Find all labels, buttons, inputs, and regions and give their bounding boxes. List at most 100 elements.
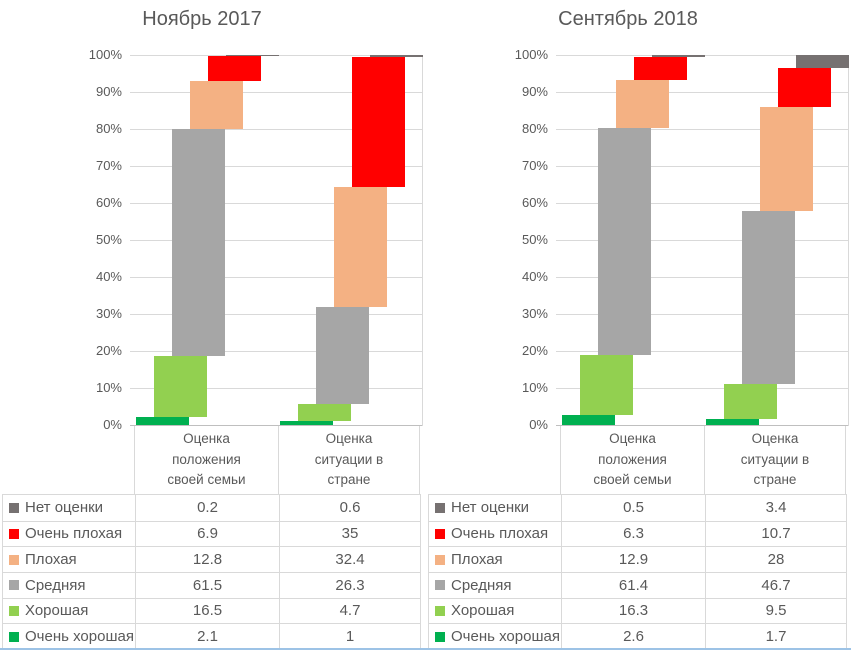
y-axis-tick-label: 30% xyxy=(521,306,548,321)
gridline xyxy=(556,92,848,93)
legend-swatch-icon xyxy=(9,554,19,565)
table-row: Очень плохая 6.3 10.7 xyxy=(429,520,846,547)
legend-cell: Плохая xyxy=(429,547,561,572)
bar-segment xyxy=(778,67,831,108)
legend-label: Очень плохая xyxy=(25,525,123,543)
plot-area: 0% 10% 20% 30% 40% 50% 60% 70% 80% 90% 100% Оценка … xyxy=(426,0,851,651)
chart-title: Ноябрь 2017 xyxy=(142,8,262,30)
legend-swatch-icon xyxy=(9,528,19,539)
value-cell: 16.5 xyxy=(135,598,279,624)
bar-segment xyxy=(652,55,705,57)
legend-swatch-icon xyxy=(435,528,445,539)
value-cell: 61.4 xyxy=(561,572,705,598)
bar-segment xyxy=(136,417,189,425)
bar-segment xyxy=(562,415,615,425)
legend-swatch-icon xyxy=(435,631,445,642)
legend-cell: Очень хорошая xyxy=(3,624,135,649)
legend-label: Средняя xyxy=(25,576,86,594)
gridline xyxy=(130,388,422,389)
y-axis-tick-label: 90% xyxy=(521,84,548,99)
y-axis-tick-label: 50% xyxy=(521,232,548,247)
category-label-text: Оценка положения своей семьи xyxy=(593,430,672,488)
data-table: Нет оценки 0.5 3.4 Очень плохая 6.3 10.7 Плоха… xyxy=(428,494,847,650)
legend-cell: Хорошая xyxy=(3,599,135,624)
y-axis-tick-label: 70% xyxy=(521,158,548,173)
legend-cell: Очень плохая xyxy=(429,522,561,547)
legend-label: Нет оценки xyxy=(451,499,530,517)
bar-segment xyxy=(634,56,687,81)
legend-cell: Средняя xyxy=(429,573,561,598)
y-axis-tick-label: 0% xyxy=(103,417,122,432)
bar-segment xyxy=(298,403,351,422)
bar-segment xyxy=(598,127,651,356)
plot-right-border xyxy=(422,55,423,426)
y-axis-tick-label: 50% xyxy=(95,232,122,247)
bar-segment xyxy=(706,418,759,425)
value-cell: 2.1 xyxy=(135,624,279,649)
bar-segment xyxy=(226,55,279,56)
y-axis-tick-label: 60% xyxy=(521,195,548,210)
table-row: Нет оценки 0.5 3.4 xyxy=(429,495,846,521)
value-cell: 1 xyxy=(279,624,420,649)
bottom-divider xyxy=(0,648,851,650)
legend-cell: Очень плохая xyxy=(3,522,135,547)
gridline xyxy=(556,166,848,167)
value-cell: 12.9 xyxy=(561,547,705,572)
bar-segment xyxy=(724,383,777,419)
gridline xyxy=(556,203,848,204)
value-cell: 10.7 xyxy=(705,521,846,547)
value-cell: 4.7 xyxy=(279,598,420,624)
bar-segment xyxy=(208,55,261,82)
table-row: Очень плохая 6.9 35 xyxy=(3,520,420,547)
legend-label: Очень хорошая xyxy=(25,628,134,646)
plot-right-border xyxy=(848,55,849,426)
bar-segment xyxy=(190,81,243,129)
plot-area: 0% 10% 20% 30% 40% 50% 60% 70% 80% 90% 100% Оценка … xyxy=(0,0,425,651)
value-cell: 32.4 xyxy=(279,547,420,572)
legend-label: Плохая xyxy=(451,551,503,569)
legend-label: Средняя xyxy=(451,576,512,594)
legend-cell: Очень хорошая xyxy=(429,624,561,649)
legend-swatch-icon xyxy=(9,580,19,591)
chart-panel-september-2018: Сентябрь 2018 0% 10% 20% 30% 40% 50% 60% 70% 80%… xyxy=(426,0,851,651)
y-axis-tick-label: 100% xyxy=(88,47,122,62)
bar-segment xyxy=(172,128,225,357)
value-cell: 9.5 xyxy=(705,598,846,624)
gridline xyxy=(130,240,422,241)
y-axis-tick-label: 100% xyxy=(514,47,548,62)
table-row: Хорошая 16.3 9.5 xyxy=(429,597,846,624)
value-cell: 6.3 xyxy=(561,521,705,547)
legend-cell: Нет оценки xyxy=(429,495,561,521)
bar-segment xyxy=(742,210,795,384)
table-row: Очень хорошая 2.1 1 xyxy=(3,623,420,649)
table-row: Средняя 61.4 46.7 xyxy=(429,571,846,598)
legend-label: Нет оценки xyxy=(25,499,104,517)
y-axis-tick-label: 10% xyxy=(521,380,548,395)
chart-panel-november-2017: Ноябрь 2017 0% 10% 20% 30% 40% 50% 60% 70% 80% 90… xyxy=(0,0,425,651)
value-cell: 0.2 xyxy=(135,495,279,521)
bar-segment xyxy=(580,355,633,416)
value-cell: 1.7 xyxy=(705,624,846,649)
gridline xyxy=(556,351,848,352)
bar-segment xyxy=(616,80,669,128)
legend-label: Очень плохая xyxy=(451,525,549,543)
category-label: Оценка положения своей семьи xyxy=(134,426,278,494)
value-cell: 0.5 xyxy=(561,495,705,521)
value-cell: 12.8 xyxy=(135,547,279,572)
y-axis-tick-label: 10% xyxy=(95,380,122,395)
category-label: Оценка ситуации в стране xyxy=(278,426,420,494)
legend-label: Хорошая xyxy=(25,602,89,620)
gridline xyxy=(130,129,422,130)
legend-swatch-icon xyxy=(9,605,19,616)
legend-swatch-icon xyxy=(9,502,19,513)
legend-cell: Средняя xyxy=(3,573,135,598)
legend-swatch-icon xyxy=(9,631,19,642)
legend-cell: Хорошая xyxy=(429,599,561,624)
y-axis-tick-label: 40% xyxy=(521,269,548,284)
table-row: Хорошая 16.5 4.7 xyxy=(3,597,420,624)
category-label: Оценка положения своей семьи xyxy=(560,426,704,494)
category-label-text: Оценка ситуации в стране xyxy=(314,430,384,488)
value-cell: 46.7 xyxy=(705,572,846,598)
y-axis-tick-label: 40% xyxy=(95,269,122,284)
y-axis-tick-label: 80% xyxy=(95,121,122,136)
